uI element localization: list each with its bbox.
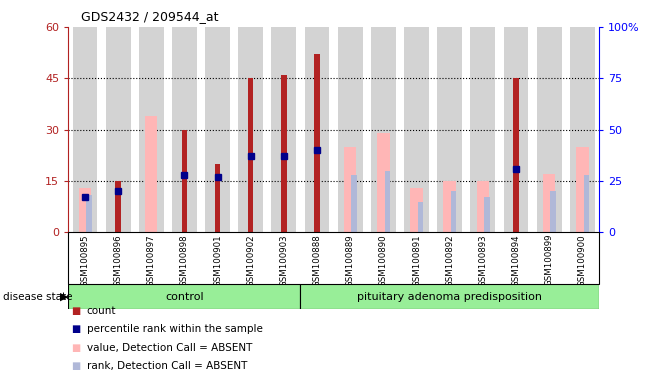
- Text: GSM100893: GSM100893: [478, 234, 488, 286]
- Text: GSM100894: GSM100894: [512, 234, 521, 286]
- Bar: [79, 188, 91, 232]
- Bar: [471, 27, 495, 232]
- Bar: [248, 78, 253, 232]
- Bar: [215, 164, 220, 232]
- Bar: [437, 27, 462, 232]
- Bar: [443, 181, 456, 232]
- Text: value, Detection Call = ABSENT: value, Detection Call = ABSENT: [87, 343, 252, 353]
- Text: GSM100890: GSM100890: [379, 234, 388, 286]
- Bar: [504, 27, 529, 232]
- Bar: [583, 175, 589, 232]
- Bar: [72, 27, 98, 232]
- Bar: [410, 188, 422, 232]
- Text: GSM100888: GSM100888: [312, 234, 322, 286]
- Bar: [105, 27, 131, 232]
- Text: ■: ■: [72, 306, 81, 316]
- Bar: [536, 27, 562, 232]
- Text: percentile rank within the sample: percentile rank within the sample: [87, 324, 262, 334]
- Text: GSM100889: GSM100889: [346, 234, 355, 286]
- Text: GSM100895: GSM100895: [81, 234, 89, 286]
- Text: ▶: ▶: [60, 291, 68, 302]
- Text: ■: ■: [72, 324, 81, 334]
- Text: pituitary adenoma predisposition: pituitary adenoma predisposition: [357, 291, 542, 302]
- Bar: [576, 147, 589, 232]
- Bar: [451, 191, 456, 232]
- Bar: [371, 27, 396, 232]
- Bar: [484, 197, 490, 232]
- Bar: [570, 27, 595, 232]
- Bar: [404, 27, 429, 232]
- Text: GSM100897: GSM100897: [146, 234, 156, 286]
- Bar: [352, 175, 357, 232]
- Text: GSM100901: GSM100901: [213, 234, 222, 286]
- Bar: [139, 27, 163, 232]
- Bar: [385, 170, 390, 232]
- Text: disease state: disease state: [3, 291, 73, 302]
- Text: GSM100898: GSM100898: [180, 234, 189, 286]
- Bar: [338, 27, 363, 232]
- Bar: [238, 27, 263, 232]
- Text: GDS2432 / 209544_at: GDS2432 / 209544_at: [81, 10, 219, 23]
- Bar: [551, 191, 556, 232]
- Bar: [543, 174, 555, 232]
- Text: GSM100900: GSM100900: [578, 234, 587, 286]
- Bar: [271, 27, 296, 232]
- Bar: [513, 78, 519, 232]
- Bar: [172, 27, 197, 232]
- Bar: [344, 147, 357, 232]
- Bar: [145, 116, 158, 232]
- Text: GSM100896: GSM100896: [113, 234, 122, 286]
- Bar: [305, 27, 329, 232]
- Text: ■: ■: [72, 343, 81, 353]
- Bar: [182, 130, 187, 232]
- Bar: [205, 27, 230, 232]
- Text: ■: ■: [72, 361, 81, 371]
- Bar: [418, 202, 423, 232]
- Bar: [115, 181, 121, 232]
- Text: rank, Detection Call = ABSENT: rank, Detection Call = ABSENT: [87, 361, 247, 371]
- Text: GSM100903: GSM100903: [279, 234, 288, 286]
- Bar: [377, 133, 389, 232]
- Bar: [68, 284, 301, 309]
- Bar: [301, 284, 599, 309]
- Text: GSM100899: GSM100899: [545, 234, 554, 286]
- Bar: [314, 54, 320, 232]
- Text: GSM100892: GSM100892: [445, 234, 454, 286]
- Text: control: control: [165, 291, 204, 302]
- Bar: [477, 181, 489, 232]
- Text: GSM100891: GSM100891: [412, 234, 421, 286]
- Bar: [86, 195, 92, 232]
- Bar: [281, 75, 286, 232]
- Text: GSM100902: GSM100902: [246, 234, 255, 286]
- Text: count: count: [87, 306, 116, 316]
